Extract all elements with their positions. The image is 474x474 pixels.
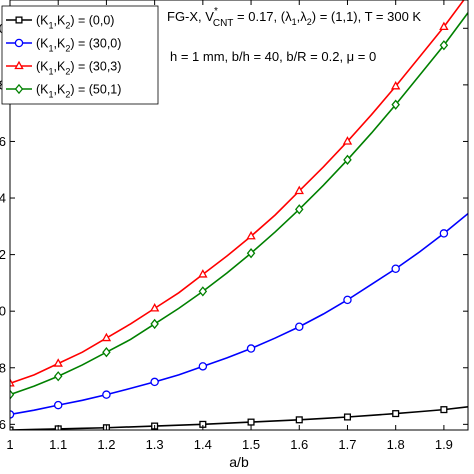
legend-box — [1, 5, 159, 105]
x-axis: 1 1.1 1.2 1.3 1.4 1.5 1.6 1.7 1.8 1.9 — [6, 0, 453, 452]
data-point-circle — [246, 344, 256, 353]
plot-frame — [9, 0, 469, 431]
data-point-triangle — [439, 21, 449, 31]
data-point-diamond — [295, 204, 304, 215]
data-point-circle — [150, 377, 159, 387]
data-point-triangle — [149, 303, 160, 312]
x-tick-label: 1.3 — [146, 437, 164, 452]
data-point-triangle — [101, 332, 112, 342]
data-point-diamond — [246, 248, 256, 259]
annotation-sub: CNT — [213, 18, 234, 29]
legend-label: (K1,K2) = (0,0) — [36, 14, 114, 31]
legend-label: (K1,K2) = (50,1) — [36, 83, 121, 100]
data-point-diamond — [343, 154, 352, 165]
annotation-prefix: FG-X, V — [167, 9, 214, 24]
data-point-square — [15, 16, 23, 24]
x-tick-label: 1.5 — [242, 437, 260, 452]
annotation-mid: = 0.17, (λ — [233, 9, 292, 24]
x-tick-label: 1.8 — [387, 437, 405, 452]
y-tick-label: 32 — [0, 247, 6, 262]
series-line — [10, 0, 465, 385]
x-tick-label: 1.1 — [49, 437, 67, 452]
series-layer — [10, 0, 468, 430]
series-line — [10, 406, 468, 430]
legend-entry: (K1,K2) = (30,0) — [6, 37, 121, 54]
data-point-circle — [102, 390, 111, 399]
data-point-circle — [53, 400, 63, 410]
data-point-triangle — [53, 358, 63, 367]
data-point-square — [392, 410, 400, 418]
x-tick-label: 1.2 — [97, 437, 115, 452]
data-point-triangle — [294, 185, 304, 195]
x-tick-label: 1.4 — [194, 437, 212, 452]
annotation-line-1: FG-X, V* CNT = 0.17, (λ1,λ2) = (1,1), T =… — [167, 6, 421, 29]
annotation-s1: 1 — [292, 17, 297, 27]
data-point-diamond — [10, 389, 15, 400]
data-point-diamond — [53, 371, 63, 382]
data-point-circle — [14, 38, 24, 48]
annotation-s2: 2 — [307, 17, 312, 27]
data-point-circle — [198, 362, 208, 371]
data-point-diamond — [439, 40, 449, 51]
legend-entry: (K1,K2) = (0,0) — [6, 14, 114, 31]
data-point-square — [343, 413, 352, 421]
legend-label: (K1,K2) = (30,3) — [36, 60, 121, 77]
x-tick-label: 1.7 — [338, 437, 356, 452]
y-tick-label: 28 — [0, 360, 6, 375]
data-point-triangle — [342, 136, 353, 145]
data-point-diamond — [14, 83, 24, 95]
data-point-circle — [10, 410, 15, 419]
data-point-square — [247, 418, 255, 426]
annotation-comma: ,λ — [297, 9, 308, 24]
x-axis-title: a/b — [229, 454, 249, 470]
series-4 — [10, 12, 468, 400]
data-point-triangle — [14, 60, 24, 70]
data-point-diamond — [198, 286, 208, 297]
data-point-circle — [391, 264, 400, 273]
annotation: FG-X, V* CNT = 0.17, (λ1,λ2) = (1,1), T =… — [167, 6, 421, 64]
annotation-end: ) = (1,1), T = 300 K — [312, 9, 422, 24]
x-tick-label: 1.9 — [435, 437, 453, 452]
series-3 — [10, 0, 465, 387]
data-point-circle — [343, 295, 352, 305]
series-line — [10, 12, 468, 396]
series-1 — [10, 406, 468, 430]
data-point-triangle — [246, 230, 256, 240]
y-tick-label: 34 — [0, 191, 6, 206]
x-tick-label: 1 — [6, 437, 13, 452]
y-tick-label: 30 — [0, 304, 6, 319]
data-point-triangle — [390, 80, 401, 90]
x-tick-label: 1.6 — [290, 437, 308, 452]
annotation-sup: * — [214, 6, 218, 17]
legend-entry: (K1,K2) = (30,3) — [6, 60, 121, 77]
data-point-diamond — [391, 99, 400, 110]
data-point-triangle — [198, 269, 208, 278]
data-point-circle — [439, 229, 449, 238]
data-point-circle — [295, 322, 304, 331]
y-tick-label: 26 — [0, 417, 6, 432]
data-point-diamond — [102, 347, 111, 358]
data-point-square — [295, 416, 303, 424]
series-2 — [10, 212, 468, 419]
annotation-line-2: h = 1 mm, b/h = 40, b/R = 0.2, μ = 0 — [170, 49, 376, 64]
legend: (K1,K2) = (0,0) (K1,K2) = (30,0) (K1,K2) =… — [1, 5, 159, 105]
data-point-diamond — [150, 318, 159, 330]
legend-label: (K1,K2) = (30,0) — [36, 37, 121, 54]
legend-entry: (K1,K2) = (50,1) — [6, 83, 121, 100]
data-point-square — [440, 406, 448, 414]
series-line — [10, 212, 468, 416]
y-tick-label: 36 — [0, 134, 6, 149]
